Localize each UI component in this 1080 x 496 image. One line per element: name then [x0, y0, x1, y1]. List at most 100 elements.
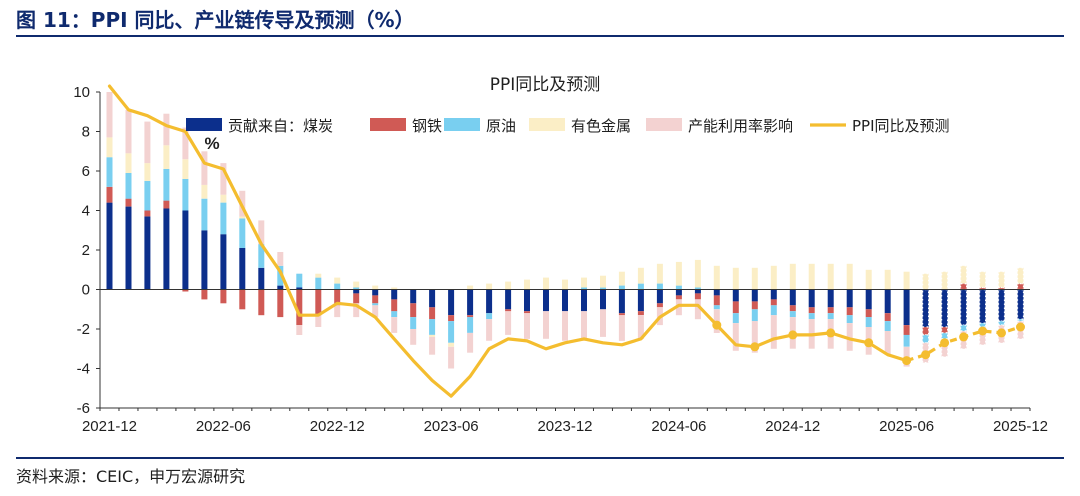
- bar-2023-06-s4: [448, 346, 455, 369]
- bar-2023-08-s0: [486, 289, 493, 314]
- bar-2023-04-s0: [410, 289, 417, 304]
- bar-2022-02-s2: [144, 180, 151, 211]
- ppi-point-2025-10: [978, 326, 988, 336]
- bar-2022-05-s3: [201, 184, 208, 199]
- bar-2022-03-s3: [163, 145, 170, 169]
- bar-2024-01-s4: [581, 311, 587, 341]
- bar-2021-12-s4: [106, 92, 113, 138]
- bar-2022-11-s3: [315, 273, 322, 278]
- bar-2022-05-s1: [201, 289, 208, 300]
- bar-2023-10-s0: [524, 289, 530, 312]
- ppi-point-2025-07: [921, 350, 931, 360]
- bar-2022-10-s1: [296, 289, 303, 326]
- figure-title: 图 11：PPI 同比、产业链传导及预测（%）: [16, 8, 415, 32]
- bar-2023-09-s3: [505, 281, 512, 290]
- bar-2021-12-s1: [106, 186, 113, 203]
- y-tick-label: 2: [82, 242, 90, 259]
- bar-2025-05-s2: [884, 321, 891, 331]
- forecast-hatch-2025-12-s1: [1016, 283, 1025, 291]
- forecast-hatch-2025-09-s1: [959, 283, 968, 291]
- bar-2022-11-s4: [315, 315, 322, 327]
- bar-2024-11-s3: [770, 265, 777, 290]
- forecast-hatch-2025-12-s0: [1016, 288, 1025, 320]
- bar-2023-01-s4: [353, 303, 360, 318]
- bar-2022-08-s0: [258, 267, 265, 290]
- bar-2023-05-s2: [429, 319, 436, 335]
- bar-2024-10-s0: [751, 289, 758, 302]
- bar-2025-11-s0: [998, 289, 1005, 322]
- bar-2024-04-s1: [637, 311, 644, 316]
- ppi-line-actual: [107, 84, 909, 398]
- bar-2023-05-s0: [429, 289, 436, 308]
- bar-2023-03-s3: [391, 287, 398, 290]
- bar-2023-05-s1: [429, 307, 436, 320]
- bar-2024-05-s0: [656, 289, 663, 304]
- legend-label-2: 原油: [486, 117, 516, 135]
- forecast-hatch-2025-11-s2: [997, 320, 1006, 326]
- bar-2022-09-s0: [277, 285, 284, 290]
- bar-2025-09-s2: [960, 325, 967, 331]
- bar-2025-08-s3: [941, 271, 948, 290]
- bar-2023-11-s3: [543, 277, 549, 290]
- bar-2024-09-s1: [732, 301, 739, 314]
- bar-2023-02-s4: [372, 305, 379, 318]
- bar-2024-11-s0: [770, 289, 777, 300]
- ppi-point-2025-02: [826, 328, 836, 338]
- bar-2023-04-s1: [410, 303, 417, 318]
- bar-2023-06-s0: [448, 289, 455, 316]
- bar-2024-07-s1: [694, 293, 701, 300]
- legend-label-4: 产能利用率影响: [688, 117, 793, 135]
- bar-2024-06-s4: [675, 299, 682, 316]
- bar-2024-03-s1: [618, 313, 625, 316]
- ppi-point-2025-09: [959, 332, 969, 342]
- bar-2023-11-s0: [543, 289, 549, 312]
- bar-2024-08-s0: [713, 289, 720, 296]
- bar-2024-02-s4: [600, 309, 606, 337]
- bar-2023-01-s2: [353, 287, 360, 290]
- bar-2024-12-s1: [789, 305, 796, 312]
- bar-2024-04-s4: [637, 315, 644, 339]
- bar-2022-10-s4: [296, 325, 303, 335]
- bar-2023-03-s1: [391, 299, 398, 312]
- bar-2024-03-s4: [618, 315, 625, 341]
- bar-2024-04-s0: [637, 289, 644, 312]
- bar-2022-01-s3: [125, 153, 132, 173]
- forecast-hatch-2025-09-s2: [959, 324, 968, 332]
- bar-2025-02-s0: [827, 289, 834, 308]
- bar-2023-08-s2: [486, 313, 493, 320]
- bar-2025-12-s3: [1017, 267, 1024, 284]
- bar-2022-02-s0: [144, 216, 151, 290]
- bar-2025-08-s2: [941, 332, 948, 339]
- bar-2023-06-s2: [448, 321, 455, 343]
- bar-2025-07-s0: [922, 289, 929, 327]
- bar-2024-01-s2: [581, 287, 587, 290]
- bar-2022-05-s2: [201, 198, 208, 231]
- bar-2024-11-s4: [770, 315, 777, 349]
- bar-2022-02-s3: [144, 163, 151, 181]
- bar-2022-04-s2: [182, 178, 189, 211]
- forecast-hatch-2025-08-s2: [940, 332, 949, 340]
- bar-2024-08-s2: [713, 305, 720, 310]
- bar-2023-07-s1: [467, 315, 474, 318]
- bar-2023-05-s4: [429, 336, 436, 355]
- y-tick-label: 0: [82, 282, 90, 299]
- bar-2024-12-s0: [789, 289, 796, 306]
- bar-2025-08-s1: [941, 327, 948, 333]
- bar-2025-05-s3: [884, 269, 891, 290]
- y-tick-label: -2: [77, 321, 90, 338]
- bar-2024-10-s4: [751, 321, 758, 353]
- bar-2024-12-s2: [789, 311, 796, 318]
- bar-2024-09-s0: [732, 289, 739, 302]
- bar-2025-11-s2: [998, 321, 1005, 325]
- bar-2024-06-s1: [675, 295, 682, 300]
- bar-2022-05-s0: [201, 230, 208, 290]
- bar-2023-11-s4: [543, 311, 549, 339]
- bar-2023-07-s4: [467, 332, 474, 353]
- legend-label-1: 钢铁: [412, 117, 442, 135]
- bar-2024-01-s0: [581, 289, 587, 312]
- bar-2022-07-s2: [239, 218, 246, 248]
- legend-swatch-1: [370, 118, 406, 131]
- bar-2022-06-s3: [220, 194, 227, 203]
